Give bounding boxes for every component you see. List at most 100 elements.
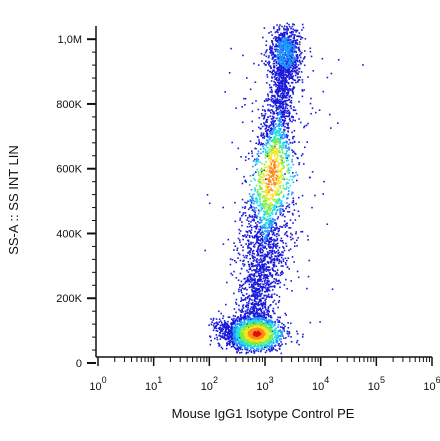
event-dot bbox=[253, 293, 256, 295]
event-dot bbox=[251, 250, 254, 253]
event-dot bbox=[296, 66, 298, 68]
event-dot bbox=[238, 333, 240, 335]
event-dot bbox=[293, 70, 295, 73]
event-dot bbox=[262, 269, 265, 272]
event-dot bbox=[221, 330, 224, 332]
event-dot bbox=[275, 106, 277, 109]
event-dot bbox=[256, 288, 258, 291]
event-dot bbox=[294, 109, 297, 111]
event-dot bbox=[284, 39, 287, 42]
event-dot bbox=[280, 190, 283, 193]
event-dot bbox=[284, 66, 287, 69]
event-dot bbox=[260, 285, 262, 288]
event-dot bbox=[288, 59, 290, 62]
event-dot bbox=[286, 44, 289, 47]
event-dot bbox=[276, 209, 278, 212]
event-dot bbox=[255, 147, 257, 150]
event-dot bbox=[288, 88, 291, 90]
event-dot bbox=[233, 341, 236, 343]
event-dot bbox=[268, 270, 270, 272]
event-dot bbox=[269, 132, 271, 135]
event-dot bbox=[236, 249, 238, 251]
event-dot bbox=[242, 294, 244, 296]
event-dot bbox=[286, 92, 288, 94]
event-dot bbox=[252, 309, 254, 311]
event-dot bbox=[213, 327, 216, 330]
event-dot bbox=[287, 43, 290, 45]
event-dot bbox=[277, 99, 279, 102]
event-dot bbox=[273, 84, 275, 86]
event-dot bbox=[267, 295, 269, 297]
event-dot bbox=[290, 30, 293, 33]
event-dot bbox=[291, 63, 293, 66]
event-dot bbox=[263, 169, 265, 172]
event-dot bbox=[229, 263, 232, 266]
event-dot bbox=[306, 141, 308, 143]
event-dot bbox=[260, 350, 262, 353]
event-dot bbox=[315, 111, 317, 114]
event-dot bbox=[278, 66, 280, 68]
event-dot bbox=[250, 221, 252, 223]
event-dot bbox=[270, 259, 273, 261]
event-dot bbox=[249, 247, 251, 249]
event-dot bbox=[233, 337, 235, 340]
event-dot bbox=[263, 207, 266, 210]
event-dot bbox=[281, 160, 283, 162]
event-dot bbox=[241, 106, 243, 108]
event-dot bbox=[253, 216, 255, 218]
event-dot bbox=[298, 141, 300, 143]
event-dot bbox=[283, 83, 285, 85]
event-dot bbox=[235, 303, 238, 305]
event-dot bbox=[229, 323, 232, 325]
event-dot bbox=[293, 176, 295, 178]
event-dot bbox=[259, 218, 262, 220]
event-dot bbox=[251, 110, 254, 113]
event-dot bbox=[268, 227, 270, 229]
event-dot bbox=[280, 50, 282, 52]
event-dot bbox=[271, 120, 274, 122]
event-dot bbox=[268, 329, 270, 331]
event-dot bbox=[286, 53, 288, 55]
event-dot bbox=[246, 231, 249, 234]
event-dot bbox=[240, 330, 242, 333]
event-dot bbox=[271, 323, 274, 326]
event-dot bbox=[265, 268, 268, 270]
event-dot bbox=[258, 318, 260, 321]
event-dot bbox=[260, 310, 263, 312]
event-dot bbox=[252, 245, 255, 248]
event-dot bbox=[273, 340, 275, 342]
event-dot bbox=[273, 27, 275, 30]
event-dot bbox=[276, 84, 279, 87]
event-dot bbox=[234, 220, 237, 223]
event-dot bbox=[266, 155, 269, 157]
event-dot bbox=[272, 199, 274, 201]
event-dot bbox=[277, 74, 279, 77]
event-dot bbox=[282, 79, 284, 82]
event-dot bbox=[268, 55, 270, 57]
event-dot bbox=[236, 338, 239, 340]
event-dot bbox=[252, 263, 254, 265]
event-dot bbox=[277, 84, 280, 86]
event-dot bbox=[267, 321, 269, 323]
event-dot bbox=[281, 60, 284, 63]
event-dot bbox=[256, 296, 259, 298]
event-dot bbox=[260, 113, 263, 115]
event-dot bbox=[249, 311, 251, 313]
event-dot bbox=[255, 309, 258, 312]
event-dot bbox=[282, 43, 285, 45]
event-dot bbox=[266, 232, 269, 234]
event-dot bbox=[282, 176, 285, 179]
event-dot bbox=[251, 264, 254, 267]
event-dot bbox=[264, 279, 267, 281]
event-dot bbox=[253, 315, 256, 318]
event-dot bbox=[270, 129, 272, 132]
event-dot bbox=[251, 321, 254, 324]
event-dot bbox=[242, 54, 244, 57]
event-dot bbox=[243, 97, 245, 100]
event-dot bbox=[257, 180, 260, 182]
event-dot bbox=[276, 29, 279, 31]
event-dot bbox=[245, 257, 248, 259]
event-dot bbox=[216, 323, 219, 325]
event-dot bbox=[274, 39, 277, 42]
event-dot bbox=[279, 208, 281, 210]
